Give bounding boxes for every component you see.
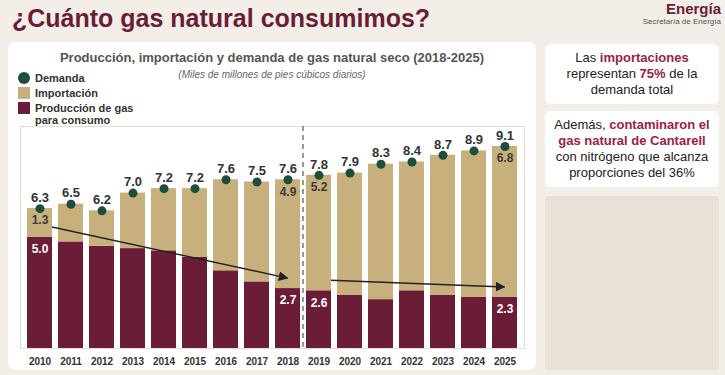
html-text:Producción, importación y dema: Producción, importación y demanda de gas…: [60, 50, 484, 65]
svg-text:8.7: 8.7: [434, 137, 452, 152]
svg-text:2013: 2013: [122, 356, 145, 367]
svg-text:7.2: 7.2: [186, 170, 204, 185]
svg-text:7.6: 7.6: [217, 161, 235, 176]
html-text:Demanda: Demanda: [35, 72, 85, 84]
html-text:Energía: Energía: [666, 0, 721, 17]
svg-text:2021: 2021: [370, 356, 393, 367]
svg-text:6.2: 6.2: [93, 192, 111, 207]
svg-text:7.2: 7.2: [155, 170, 173, 185]
svg-text:8.4: 8.4: [403, 143, 422, 158]
svg-text:2010: 2010: [29, 356, 52, 367]
svg-text:2011: 2011: [60, 356, 82, 367]
svg-text:1.3: 1.3: [32, 213, 49, 227]
svg-text:7.5: 7.5: [248, 163, 266, 178]
svg-text:2023: 2023: [432, 356, 455, 367]
html-text:Además, contaminaron el gas na: Además, contaminaron el gas natural de C…: [554, 117, 710, 148]
svg-text:8.3: 8.3: [372, 145, 390, 160]
svg-text:2024: 2024: [463, 356, 486, 367]
svg-text:4.9: 4.9: [280, 185, 297, 199]
svg-text:7.8: 7.8: [310, 157, 328, 172]
html-text:(Miles de millones de pies cúb: (Miles de millones de pies cúbicos diari…: [178, 69, 366, 80]
svg-text:2.6: 2.6: [311, 296, 328, 310]
svg-text:7.0: 7.0: [124, 174, 142, 189]
html-text:Secretaría de Energía: Secretaría de Energía: [642, 17, 721, 26]
svg-text:7.9: 7.9: [341, 154, 359, 169]
svg-text:2014: 2014: [153, 356, 176, 367]
html-text:Producción de gas para consumo: Producción de gas para consumo: [35, 102, 134, 126]
svg-text:2020: 2020: [339, 356, 362, 367]
svg-text:5.2: 5.2: [311, 180, 328, 194]
html-text:¿Cuánto gas natural consumimos: ¿Cuánto gas natural consumimos?: [12, 4, 431, 32]
svg-text:2.3: 2.3: [497, 302, 514, 316]
svg-text:2025: 2025: [494, 356, 517, 367]
html-text:con nitrógeno que alcanza prop: con nitrógeno que alcanza proporciones d…: [555, 149, 709, 180]
svg-text:6.5: 6.5: [62, 185, 80, 200]
svg-text:2012: 2012: [91, 356, 114, 367]
svg-text:2015: 2015: [184, 356, 207, 367]
html-text:Las importaciones: Las importaciones: [575, 50, 689, 65]
svg-text:2017: 2017: [246, 356, 269, 367]
svg-text:9.1: 9.1: [496, 128, 514, 143]
html-text:representan 75% de la demanda: representan 75% de la demanda total: [566, 66, 698, 97]
svg-text:6.3: 6.3: [31, 190, 49, 205]
svg-text:7.6: 7.6: [279, 161, 297, 176]
svg-text:5.0: 5.0: [32, 242, 49, 256]
svg-text:6.8: 6.8: [497, 151, 514, 165]
svg-text:2022: 2022: [401, 356, 424, 367]
html-text:Importación: Importación: [35, 87, 98, 99]
svg-text:2019: 2019: [308, 356, 331, 367]
svg-text:2016: 2016: [215, 356, 238, 367]
svg-text:2018: 2018: [277, 356, 300, 367]
svg-text:2.7: 2.7: [280, 293, 297, 307]
svg-text:8.9: 8.9: [465, 132, 483, 147]
